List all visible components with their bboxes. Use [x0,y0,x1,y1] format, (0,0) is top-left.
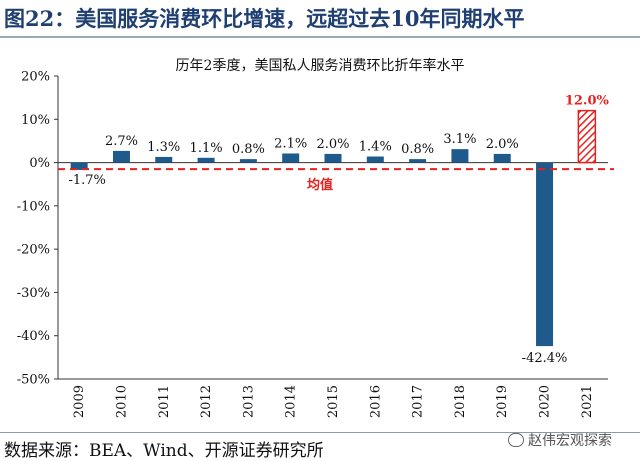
y-tick-label: -40% [17,329,50,344]
x-tick-label: 2014 [284,385,299,418]
footer-divider [0,432,640,433]
wechat-icon [508,433,524,447]
y-tick-label: -10% [17,199,50,214]
y-tick-label: -50% [17,373,50,388]
bar [239,159,257,163]
x-tick-label: 2015 [326,385,341,418]
bar [70,162,88,170]
x-tick-label: 2018 [453,385,468,418]
figure-title: 图22：美国服务消费环比增速，远超过去10年同期水平 [4,6,525,31]
data-label: 1.3% [147,140,180,155]
data-label: 1.1% [190,141,223,156]
data-label: -1.7% [68,173,105,188]
bar [282,153,300,163]
watermark: 赵伟宏观探索 [508,430,612,450]
x-tick-label: 2017 [411,385,426,418]
x-tick-label: 2020 [538,385,553,418]
x-tick-label: 2009 [72,385,87,418]
data-label: 0.8% [232,142,265,157]
bar [112,150,130,163]
x-tick-label: 2019 [495,385,510,418]
y-tick-label: -30% [17,286,50,301]
bar [493,153,511,163]
x-tick-label: 2016 [368,385,383,418]
y-tick-label: 20% [21,70,50,85]
bar [197,157,215,163]
y-tick-label: 10% [21,113,50,128]
x-tick-label: 2013 [241,385,256,418]
x-tick-label: 2011 [157,385,172,418]
mean-line-label: 均值 [307,177,333,193]
data-label: 1.4% [359,140,392,155]
y-tick-label: 0% [29,156,50,171]
watermark-text: 赵伟宏观探索 [528,433,612,449]
data-label: 2.0% [316,137,349,152]
bar [324,153,342,163]
bar-chart: 历年2季度，美国私人服务消费环比折年率水平 20% 10% 0% -10% -20% -3… [17,57,614,418]
data-label: -42.4% [522,351,568,366]
x-tick-label: 2010 [114,385,129,418]
bar [536,162,554,347]
data-label: 3.1% [443,132,476,147]
chart-title: 历年2季度，美国私人服务消费环比折年率水平 [176,57,465,74]
source-note: 数据来源：BEA、Wind、开源证券研究所 [4,441,324,461]
data-label: 2.1% [274,136,307,151]
data-label: 2.7% [105,134,138,149]
title-divider [0,36,640,38]
data-label: 0.8% [401,142,434,157]
bar [366,156,384,163]
bar [409,159,427,163]
x-tick-label: 2012 [199,385,214,418]
y-tick-label: -20% [17,243,50,258]
bar [155,156,173,163]
bar-highlight [577,109,597,164]
bar [451,149,469,163]
data-label: 2.0% [486,137,519,152]
x-tick-label: 2021 [580,385,595,418]
data-label: 12.0% [565,94,610,109]
